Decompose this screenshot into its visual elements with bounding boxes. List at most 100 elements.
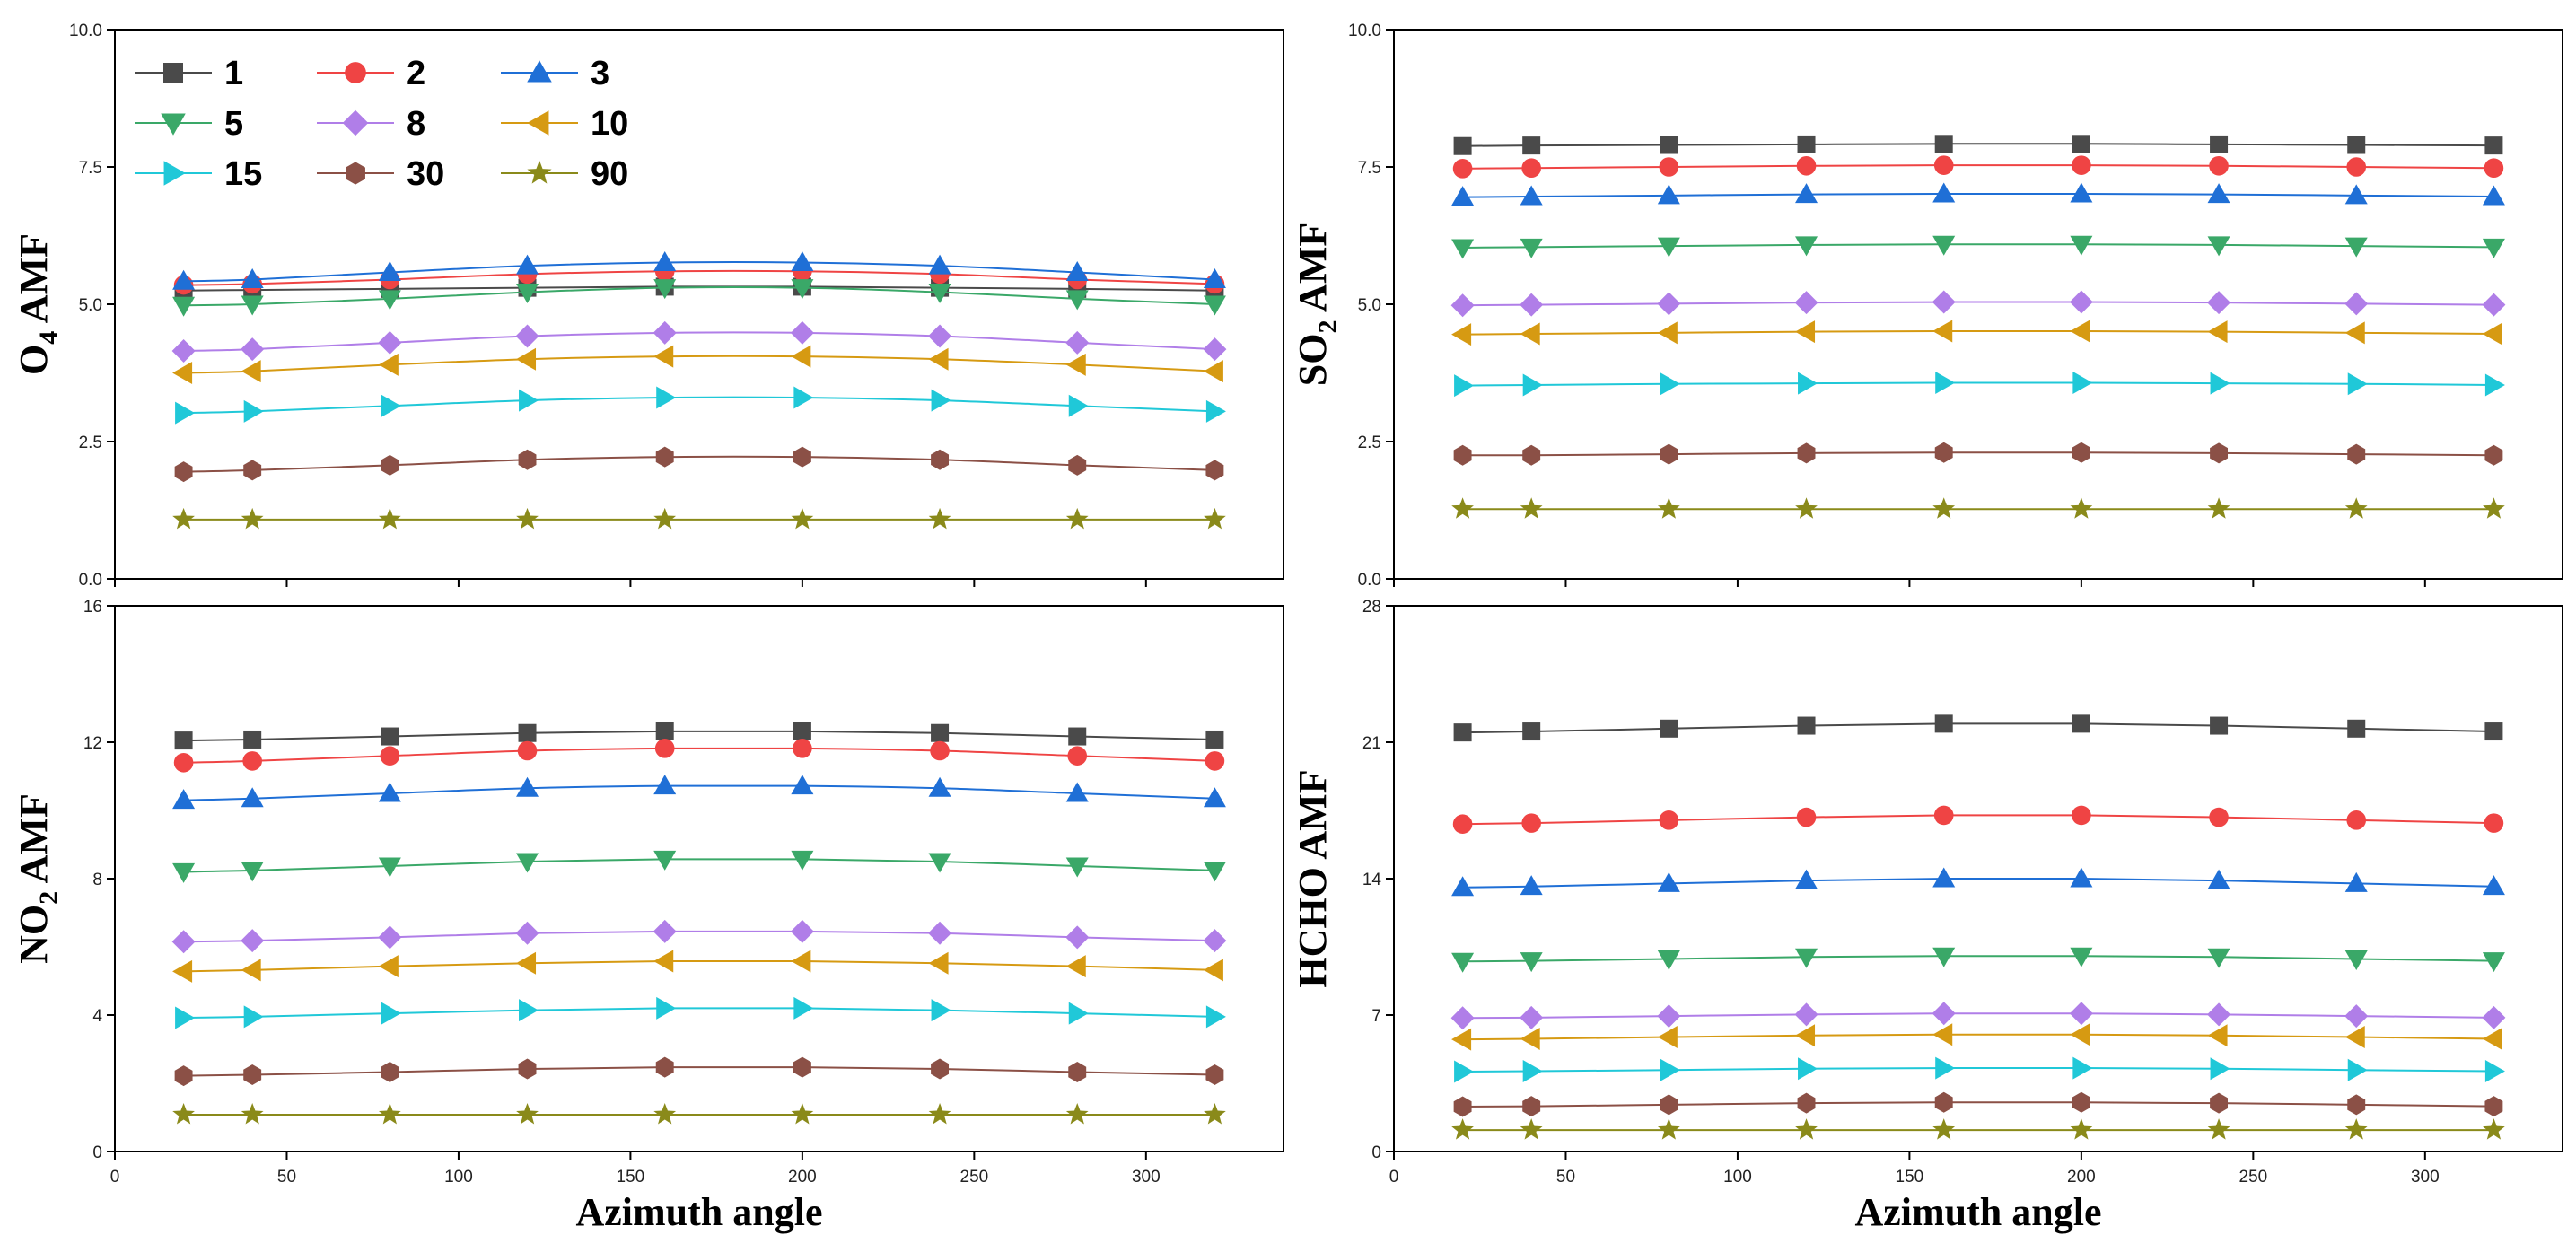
- series-line-5: [1462, 955, 2494, 963]
- data-point-3: [1657, 184, 1680, 205]
- legend-label: 5: [224, 105, 243, 143]
- data-point-8: [2069, 1002, 2093, 1026]
- data-point-15: [1454, 374, 1475, 398]
- data-point-90: [1204, 1102, 1226, 1125]
- series-line-2: [183, 747, 1215, 764]
- data-point-10: [653, 950, 674, 973]
- data-point-2: [1659, 810, 1679, 830]
- series-30: [174, 446, 1224, 483]
- data-point-15: [2484, 373, 2505, 397]
- series-2: [1452, 155, 2504, 179]
- data-point-3: [1451, 876, 1475, 897]
- data-point-2: [2484, 158, 2504, 179]
- series-5: [1451, 235, 2505, 259]
- data-point-90: [516, 507, 539, 530]
- legend-item-15: 15: [135, 155, 262, 193]
- chart-panel-so2: 0.0 2.5 5.0 7.5 10.0 SO2 AMF: [1291, 22, 2563, 590]
- series-2: [1452, 805, 2504, 834]
- data-point-10: [2207, 1024, 2228, 1047]
- data-point-90: [2344, 497, 2368, 519]
- data-point-30: [1660, 1094, 1678, 1116]
- y-tick-label: 7.5: [79, 159, 102, 178]
- legend-marker: [163, 63, 183, 83]
- data-point-3: [1795, 183, 1818, 204]
- legend-label: 30: [407, 155, 444, 193]
- data-point-5: [516, 853, 539, 873]
- data-point-8: [241, 337, 265, 362]
- data-point-1: [1453, 136, 1472, 155]
- data-point-10: [2207, 320, 2228, 344]
- data-point-5: [2207, 236, 2230, 257]
- data-point-8: [2207, 1002, 2231, 1027]
- series-line-8: [1462, 1012, 2494, 1020]
- y-tick-label: 16: [83, 598, 102, 617]
- y-tick-label: 2.5: [1358, 433, 1381, 452]
- data-point-8: [928, 324, 952, 348]
- legend-label: 2: [407, 55, 425, 92]
- series-90: [172, 1102, 1226, 1125]
- data-point-5: [791, 279, 814, 300]
- series-1: [174, 722, 1224, 750]
- data-point-15: [656, 996, 677, 1020]
- y-tick-label: 5.0: [1358, 296, 1381, 315]
- data-point-1: [1934, 135, 1953, 153]
- x-tick-label: 250: [2239, 1168, 2268, 1186]
- data-point-30: [518, 449, 537, 470]
- legend-label: 10: [591, 105, 628, 143]
- data-point-3: [928, 776, 951, 797]
- series-15: [175, 996, 1226, 1029]
- legend-item-5: 5: [135, 105, 243, 143]
- data-point-1: [518, 723, 537, 742]
- legend-label: 1: [224, 55, 243, 92]
- data-point-3: [928, 254, 951, 275]
- data-point-5: [928, 853, 951, 873]
- data-point-8: [1794, 291, 1818, 315]
- x-tick-label: 0: [110, 1168, 120, 1186]
- data-point-3: [1203, 267, 1226, 288]
- data-point-10: [1657, 321, 1678, 345]
- series-30: [1453, 1091, 2503, 1117]
- data-point-90: [1204, 507, 1226, 530]
- series-90: [172, 507, 1226, 530]
- data-point-90: [2344, 1118, 2368, 1140]
- data-point-5: [928, 284, 951, 304]
- data-point-30: [2210, 442, 2229, 464]
- data-point-30: [1934, 442, 1953, 463]
- series-3: [1451, 182, 2505, 206]
- data-point-2: [2072, 805, 2091, 826]
- data-point-15: [793, 996, 814, 1020]
- data-point-8: [2482, 1005, 2506, 1029]
- series-3: [172, 250, 1226, 290]
- series-line-5: [1462, 243, 2494, 249]
- data-point-8: [1203, 337, 1227, 362]
- series-line-5: [183, 286, 1215, 307]
- data-point-5: [1203, 862, 1226, 882]
- data-point-2: [930, 740, 950, 761]
- data-point-1: [1934, 714, 1953, 733]
- data-point-3: [1520, 875, 1543, 896]
- legend-label: 15: [224, 155, 262, 193]
- x-tick-label: 50: [1556, 1168, 1575, 1186]
- data-point-90: [2207, 1118, 2230, 1140]
- legend-item-30: 30: [317, 155, 444, 193]
- series-5: [1451, 947, 2505, 973]
- x-tick-label: 50: [277, 1168, 296, 1186]
- data-point-3: [1932, 867, 1956, 888]
- data-point-2: [2484, 813, 2504, 833]
- series-line-1: [183, 730, 1215, 742]
- data-point-5: [1451, 239, 1475, 259]
- legend-marker: [163, 161, 186, 186]
- data-point-90: [1451, 1118, 1474, 1140]
- data-point-10: [378, 955, 399, 978]
- data-point-5: [2344, 237, 2368, 258]
- data-point-10: [1932, 320, 1953, 343]
- data-point-3: [791, 250, 814, 271]
- data-point-90: [2207, 497, 2230, 519]
- data-point-1: [1068, 727, 1087, 746]
- data-point-30: [1522, 444, 1541, 466]
- data-point-30: [1797, 442, 1816, 464]
- data-point-15: [381, 1002, 401, 1025]
- legend-label: 3: [591, 55, 609, 92]
- data-point-10: [1065, 353, 1086, 376]
- data-point-15: [175, 401, 196, 425]
